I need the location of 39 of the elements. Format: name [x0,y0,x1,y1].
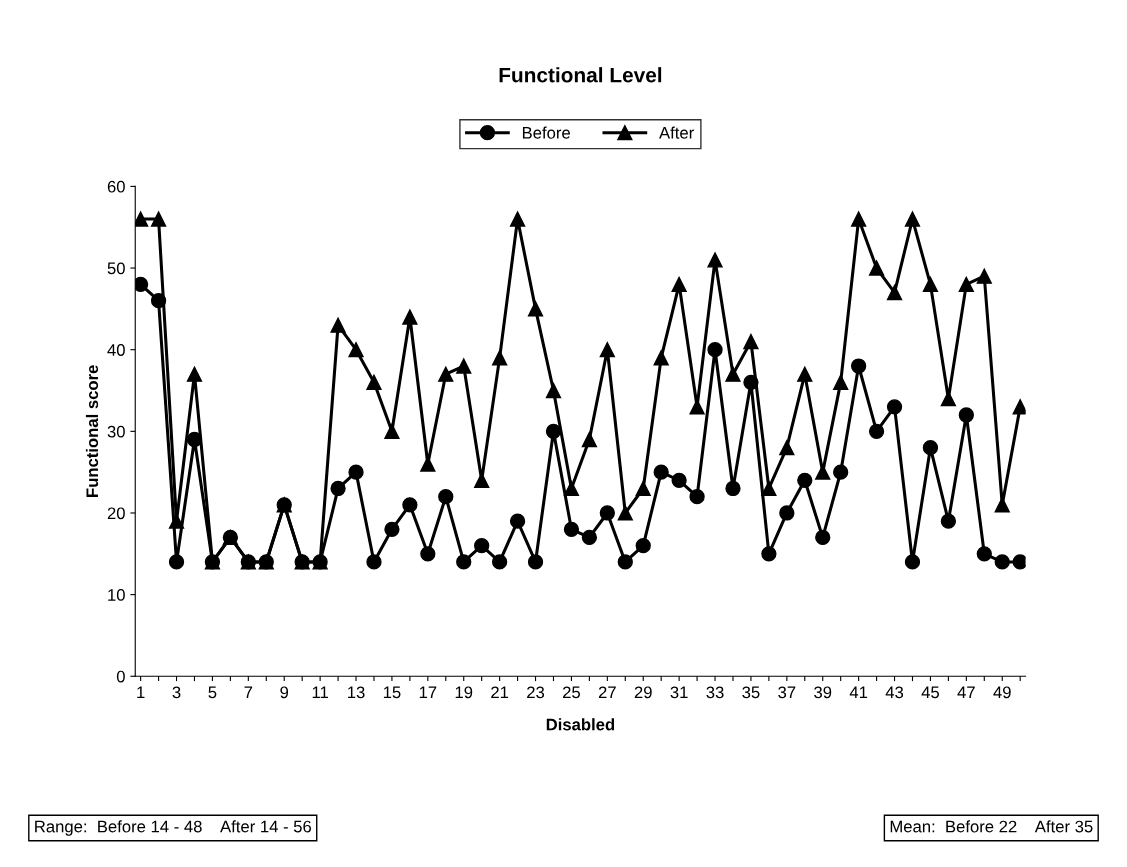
x-tick-label: 9 [280,686,289,699]
x-tick-label: 19 [455,686,473,699]
x-tick-label: 11 [312,686,328,699]
text: Range: Before 14 - 48 After 14 - 56 [35,820,312,836]
x-tick-label: 7 [244,686,253,699]
y-tick-label: 50 [107,262,125,275]
x-tick-label: 45 [921,686,940,699]
text: Mean: Before 22 After 35 [890,820,1093,833]
x-tick-label: 39 [814,686,832,699]
legend-label: Before [522,126,570,139]
x-tick-label: 25 [563,686,580,699]
x-tick-label: 13 [348,686,365,699]
y-axis-title: Functional score [85,365,99,497]
y-tick-label: 60 [107,180,125,193]
y-tick-label: 40 [107,344,125,356]
x-tick-label: 33 [706,686,724,699]
x-tick-label: 27 [598,686,616,699]
x-tick-label: 1 [137,686,145,699]
x-tick-label: 23 [527,686,545,699]
x-tick-label: 47 [957,686,975,699]
y-tick-label: 0 [116,670,125,683]
y-tick-label: 30 [107,425,125,438]
x-axis-title: Disabled [546,718,615,731]
x-tick-label: 41 [849,686,868,699]
x-tick-label: 37 [778,686,796,699]
x-tick-label: 3 [172,686,181,699]
y-tick-label: 20 [107,507,125,520]
chart-title: Functional Level [499,67,662,83]
x-tick-label: 31 [670,686,688,699]
x-tick-label: 29 [634,686,652,699]
x-tick-label: 17 [419,686,437,699]
x-tick-label: 21 [491,686,509,699]
legend-label: After [659,126,694,139]
x-tick-label: 5 [208,686,217,699]
x-tick-label: 49 [993,686,1011,699]
x-tick-label: 43 [885,686,904,699]
x-tick-label: 15 [383,686,401,699]
x-tick-label: 35 [742,686,760,699]
y-tick-label: 10 [108,589,125,601]
